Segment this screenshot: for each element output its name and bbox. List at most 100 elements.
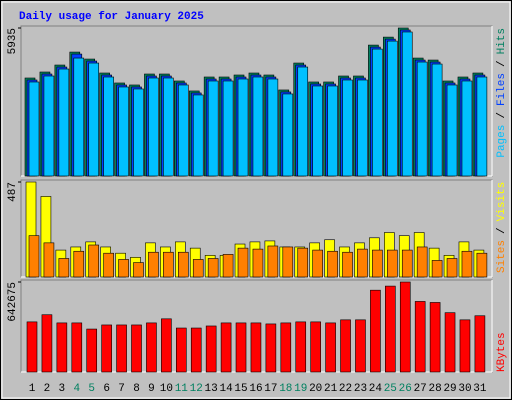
bar: [399, 281, 411, 373]
legend-entry: Sites: [496, 240, 508, 273]
bar: [370, 289, 381, 373]
x-tick-label: 21: [324, 383, 338, 395]
bar: [73, 250, 85, 278]
chart-title: Daily usage for January 2025: [19, 11, 204, 23]
x-tick-label: 28: [429, 383, 442, 395]
bar: [461, 80, 473, 177]
bar: [357, 79, 368, 177]
y-tick-label: 5935: [7, 28, 19, 54]
bar: [146, 322, 157, 373]
bar: [476, 76, 488, 177]
bar: [342, 251, 353, 278]
bar: [220, 322, 232, 373]
bar: [56, 322, 68, 373]
bar: [280, 322, 292, 373]
legend-entry: KBytes: [496, 332, 508, 372]
x-tick-label: 4: [73, 383, 80, 395]
bar: [401, 249, 413, 278]
bar: [459, 319, 471, 373]
bar: [116, 324, 127, 373]
bar: [429, 302, 441, 373]
bar: [118, 259, 129, 278]
bar: [312, 249, 323, 278]
bar: [205, 325, 217, 373]
legend-entry: Pages: [496, 125, 508, 158]
bar: [103, 252, 114, 278]
bar: [235, 322, 247, 373]
x-tick-label: 29: [443, 383, 456, 395]
bar: [58, 258, 70, 278]
bar: [387, 249, 398, 278]
x-tick-label: 3: [59, 383, 66, 395]
x-tick-label: 7: [118, 383, 125, 395]
x-tick-label: 17: [264, 383, 277, 395]
bar: [385, 285, 396, 373]
x-tick-label: 14: [219, 383, 233, 395]
bar: [192, 94, 204, 177]
bar: [282, 246, 294, 278]
bar: [297, 247, 309, 278]
bar: [43, 242, 55, 278]
x-tick-label: 25: [384, 383, 397, 395]
bar: [163, 77, 174, 177]
bar: [222, 80, 234, 177]
bar: [401, 31, 413, 177]
bar: [342, 79, 353, 177]
x-tick-label: 10: [160, 383, 173, 395]
x-tick-label: 26: [399, 383, 412, 395]
bar: [446, 258, 458, 278]
x-tick-label: 8: [133, 383, 140, 395]
x-tick-label: 6: [103, 383, 110, 395]
bar: [163, 251, 174, 278]
bar: [252, 76, 264, 177]
bar: [178, 84, 189, 177]
legend-entry: Hits: [496, 28, 508, 54]
x-tick-label: 9: [148, 383, 155, 395]
bar: [88, 244, 100, 278]
legend-separator: /: [496, 60, 508, 67]
bar: [310, 321, 321, 373]
bar: [325, 322, 336, 373]
bar: [207, 258, 219, 278]
bar: [161, 318, 172, 373]
bar: [58, 68, 70, 177]
bar: [416, 246, 428, 278]
legend-separator: /: [496, 112, 508, 119]
bar: [355, 319, 366, 373]
legend-separator: /: [496, 227, 508, 234]
x-tick-label: 15: [234, 383, 247, 395]
bar: [148, 77, 159, 177]
legend: Pages / Files / Hits: [496, 28, 508, 158]
bar: [131, 324, 142, 373]
bar: [431, 63, 443, 177]
x-tick-label: 20: [309, 383, 322, 395]
x-tick-label: 16: [249, 383, 262, 395]
bar: [282, 93, 294, 177]
bar: [176, 327, 187, 373]
legend-entry: Files: [496, 73, 508, 106]
x-tick-label: 18: [279, 383, 292, 395]
x-tick-label: 19: [294, 383, 307, 395]
x-tick-label: 12: [190, 383, 203, 395]
bar: [414, 301, 426, 373]
bar: [444, 312, 456, 373]
bar: [71, 322, 83, 373]
bar: [237, 247, 249, 278]
bar: [431, 260, 443, 278]
y-tick-label: 487: [7, 182, 19, 202]
x-tick-label: 27: [414, 383, 427, 395]
bar: [446, 84, 458, 177]
legend: Sites / Visits: [496, 182, 508, 273]
bar: [41, 314, 53, 373]
bar: [297, 66, 309, 177]
bar: [26, 321, 38, 373]
x-tick-label: 30: [458, 383, 471, 395]
bar: [252, 248, 264, 278]
bar: [178, 251, 189, 278]
x-tick-label: 23: [354, 383, 367, 395]
bar: [476, 252, 488, 278]
bar: [222, 254, 234, 278]
